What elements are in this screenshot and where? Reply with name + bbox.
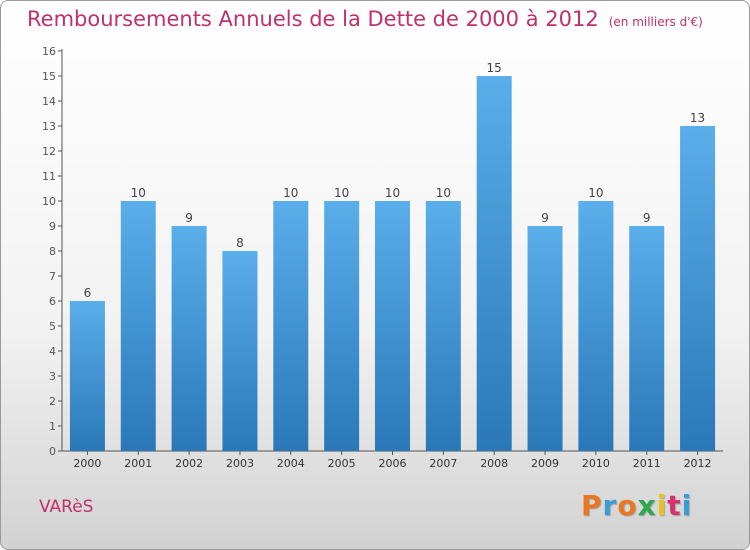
bar-2007 [425, 201, 461, 451]
bar-2011 [629, 226, 665, 451]
data-label-2010: 10 [588, 186, 603, 200]
data-label-2011: 9 [643, 211, 651, 225]
x-tick-label-2012: 2012 [684, 457, 712, 470]
x-tick-label-2005: 2005 [328, 457, 356, 470]
x-tick-label-2011: 2011 [633, 457, 661, 470]
bar-2006 [375, 201, 410, 451]
data-label-2001: 10 [131, 186, 146, 200]
logo-letter: t [667, 489, 682, 522]
logo-letter: i [656, 489, 668, 522]
data-label-2007: 10 [436, 186, 451, 200]
bar-2001 [120, 201, 156, 451]
y-tick-label: 3 [49, 370, 56, 383]
data-label-2003: 8 [236, 236, 244, 250]
logo-letter: o [617, 489, 638, 522]
y-tick-label: 4 [49, 345, 56, 358]
logo-letter: P [581, 489, 603, 522]
bar-2003 [222, 251, 258, 451]
data-label-2002: 9 [185, 211, 193, 225]
chart-title: Remboursements Annuels de la Dette de 20… [27, 7, 703, 31]
data-label-2000: 6 [84, 286, 92, 300]
chart-title-text: Remboursements Annuels de la Dette de 20… [27, 7, 599, 31]
y-tick-label: 9 [49, 220, 56, 233]
x-tick-label-2000: 2000 [73, 457, 101, 470]
y-tick-label: 15 [42, 70, 56, 83]
data-label-2005: 10 [334, 186, 349, 200]
x-tick-label-2007: 2007 [429, 457, 457, 470]
proxiti-logo[interactable]: Proxiti [581, 489, 692, 522]
x-tick-label-2003: 2003 [226, 457, 254, 470]
bar-2012 [680, 126, 716, 451]
data-label-2004: 10 [283, 186, 298, 200]
y-tick-label: 12 [42, 145, 56, 158]
y-tick-label: 6 [49, 295, 56, 308]
y-tick-label: 14 [42, 95, 56, 108]
commune-name: VARèS [39, 497, 94, 517]
data-label-2008: 15 [487, 61, 502, 75]
logo-letter: r [602, 489, 618, 522]
y-tick-label: 10 [42, 195, 56, 208]
y-tick-label: 1 [49, 420, 56, 433]
y-tick-label: 7 [49, 270, 56, 283]
bar-2002 [171, 226, 207, 451]
bar-2010 [578, 201, 614, 451]
chart-bars: 6 2000 10 2001 9 2002 8 2003 10 2004 10 2005 10 2006 1… [69, 61, 716, 470]
x-tick-label-2006: 2006 [379, 457, 407, 470]
y-tick-label: 13 [42, 120, 56, 133]
data-label-2012: 13 [690, 111, 705, 125]
bar-2004 [273, 201, 309, 451]
x-tick-label-2008: 2008 [480, 457, 508, 470]
y-tick-label: 8 [49, 245, 56, 258]
x-tick-label-2001: 2001 [124, 457, 152, 470]
chart-subtitle: (en milliers d'€) [608, 15, 703, 29]
x-tick-label-2002: 2002 [175, 457, 203, 470]
x-tick-label-2004: 2004 [277, 457, 305, 470]
bar-2005 [324, 201, 360, 451]
x-tick-label-2009: 2009 [531, 457, 559, 470]
y-tick-label: 5 [49, 320, 56, 333]
y-tick-label: 0 [49, 445, 56, 458]
y-tick-label: 11 [42, 170, 56, 183]
x-tick-label-2010: 2010 [582, 457, 610, 470]
bar-2008 [476, 76, 512, 451]
data-label-2009: 9 [541, 211, 549, 225]
bar-2000 [69, 301, 105, 451]
y-tick-label: 2 [49, 395, 56, 408]
bar-2009 [527, 226, 563, 451]
logo-letter: i [681, 489, 693, 522]
data-label-2006: 10 [385, 186, 400, 200]
y-tick-label: 16 [42, 45, 56, 58]
logo-letter: x [637, 489, 657, 522]
